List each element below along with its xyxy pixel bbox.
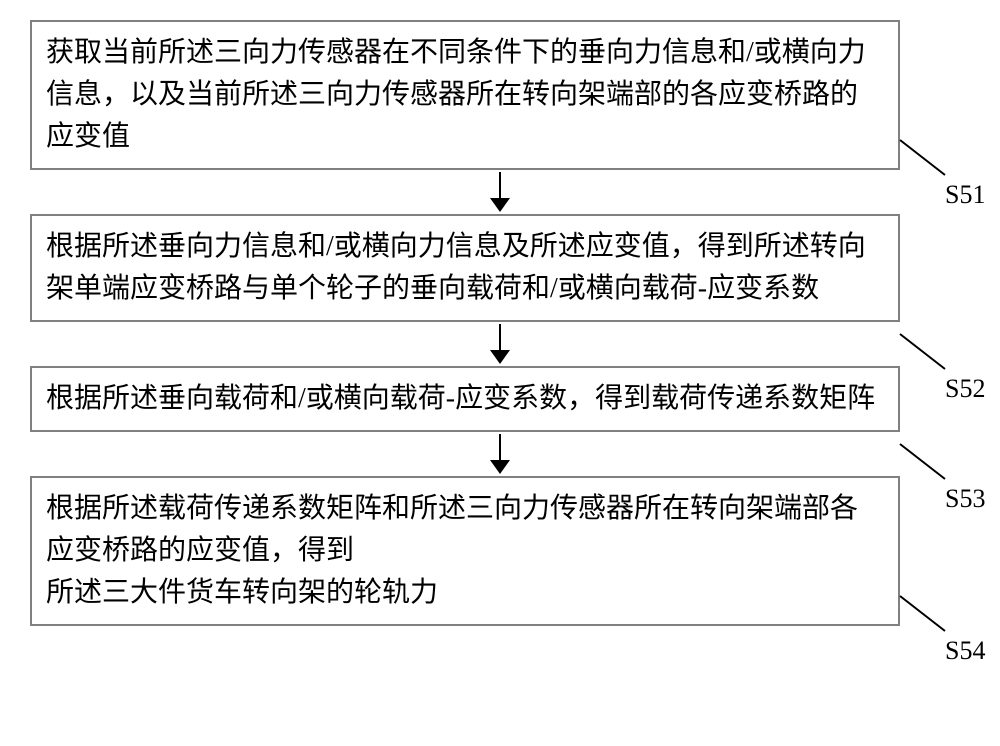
arrow-head-3 — [490, 460, 510, 474]
arrow-2 — [65, 324, 935, 364]
step-box-1: 获取当前所述三向力传感器在不同条件下的垂向力信息和/或横向力信息，以及当前所述三… — [30, 20, 900, 170]
step-box-3: 根据所述垂向载荷和/或横向载荷-应变系数，得到载荷传递系数矩阵 — [30, 366, 900, 432]
arrow-head-2 — [490, 350, 510, 364]
step-row-4: 根据所述载荷传递系数矩阵和所述三向力传感器所在转向架端部各应变桥路的应变值，得到… — [30, 476, 970, 626]
step-row-1: 获取当前所述三向力传感器在不同条件下的垂向力信息和/或横向力信息，以及当前所述三… — [30, 20, 970, 170]
arrow-line-3 — [499, 434, 501, 462]
arrow-head-1 — [490, 198, 510, 212]
step-box-2: 根据所述垂向力信息和/或横向力信息及所述应变值，得到所述转向架单端应变桥路与单个… — [30, 214, 900, 322]
step-label-4: S54 — [945, 636, 985, 666]
step-box-4: 根据所述载荷传递系数矩阵和所述三向力传感器所在转向架端部各应变桥路的应变值，得到… — [30, 476, 900, 626]
step-label-1: S51 — [945, 180, 985, 210]
flowchart-container: 获取当前所述三向力传感器在不同条件下的垂向力信息和/或横向力信息，以及当前所述三… — [30, 20, 970, 626]
arrow-line-1 — [499, 172, 501, 200]
arrow-3 — [65, 434, 935, 474]
step-box-4-text: 根据所述载荷传递系数矩阵和所述三向力传感器所在转向架端部各应变桥路的应变值，得到… — [46, 493, 858, 608]
step-row-3: 根据所述垂向载荷和/或横向载荷-应变系数，得到载荷传递系数矩阵 S53 — [30, 366, 970, 432]
step-row-2: 根据所述垂向力信息和/或横向力信息及所述应变值，得到所述转向架单端应变桥路与单个… — [30, 214, 970, 322]
arrow-line-2 — [499, 324, 501, 352]
arrow-1 — [65, 172, 935, 212]
